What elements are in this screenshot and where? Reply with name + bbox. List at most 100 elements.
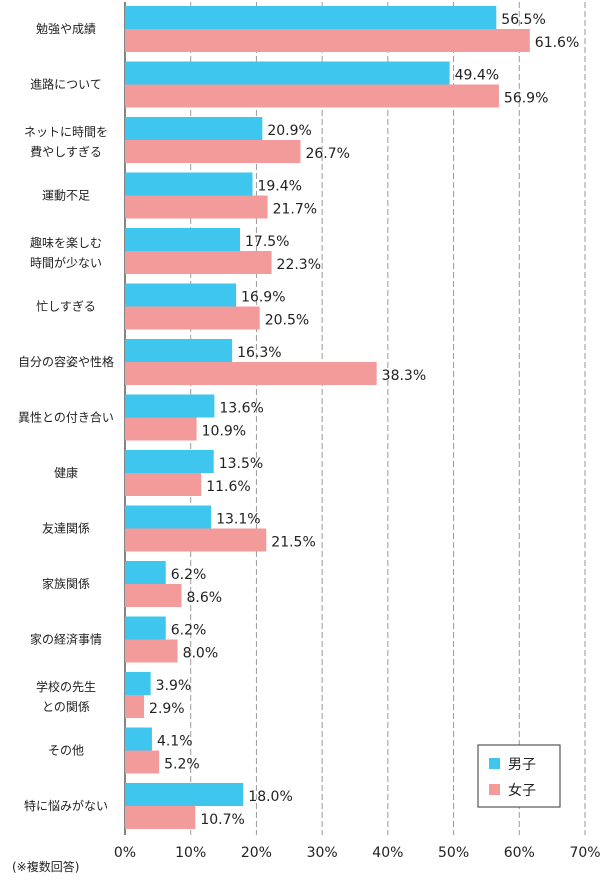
value-label-female: 38.3% — [382, 368, 426, 384]
category-label: 家の経済事情 — [30, 632, 102, 647]
value-label-male: 6.2% — [171, 567, 207, 583]
bar-female — [125, 29, 530, 52]
bar-male — [125, 783, 244, 806]
x-tick-label: 70% — [569, 845, 600, 861]
bar-female — [125, 417, 197, 441]
value-label-male: 13.5% — [219, 456, 263, 472]
category-label: その他 — [48, 744, 84, 758]
bar-female — [125, 639, 178, 663]
bar-female — [125, 251, 272, 274]
value-label-female: 61.6% — [535, 35, 579, 51]
value-labels: 56.5% 61.6% 49.4% 56.9% 20.9% 26.7% 19.4% 21.7%… — [149, 12, 579, 828]
bar-male — [125, 228, 240, 251]
x-tick-label: 50% — [438, 845, 469, 861]
value-label-female: 21.7% — [273, 202, 317, 218]
bar-female — [125, 750, 160, 774]
value-label-female: 2.9% — [149, 701, 185, 717]
bars — [125, 6, 530, 829]
value-label-female: 26.7% — [305, 146, 349, 162]
bar-female — [125, 195, 268, 219]
x-axis-ticks: 0% 10% 20% 30% 40% 50% 60% 70% — [114, 845, 601, 861]
category-label: 特に悩みがない — [24, 798, 108, 813]
bar-female — [125, 528, 267, 552]
bar-male — [125, 616, 166, 640]
x-tick-label: 20% — [241, 845, 272, 861]
bar-male — [125, 283, 237, 307]
legend-swatch-female — [489, 784, 500, 795]
value-label-male: 19.4% — [257, 179, 301, 195]
bar-male — [125, 505, 212, 529]
category-label: 運動不足 — [42, 189, 90, 203]
bar-female — [125, 362, 377, 385]
value-label-female: 22.3% — [277, 257, 321, 273]
bar-female — [125, 473, 202, 496]
category-label: 学校の先生との関係 — [36, 679, 96, 714]
category-label: 進路について — [30, 77, 102, 92]
category-label: 家族関係 — [42, 576, 90, 591]
category-labels: 勉強や成績進路についてネットに時間を費やしすぎる運動不足趣味を楽しむ時間が少ない… — [18, 22, 114, 813]
legend-label-female: 女子 — [508, 782, 536, 799]
category-label-line: 学校の先生 — [36, 679, 96, 694]
value-label-male: 13.1% — [216, 512, 260, 528]
category-label: 趣味を楽しむ時間が少ない — [30, 235, 102, 270]
x-tick-label: 0% — [114, 845, 136, 861]
x-tick-label: 60% — [504, 845, 535, 861]
value-label-male: 16.9% — [241, 290, 285, 306]
bar-male — [125, 172, 253, 196]
legend-swatch-male — [489, 758, 500, 769]
bar-female — [125, 306, 260, 330]
value-label-female: 8.0% — [183, 646, 219, 662]
bar-male — [125, 61, 450, 85]
category-label: 友達関係 — [42, 522, 90, 536]
bar-female — [125, 84, 499, 108]
value-label-male: 6.2% — [171, 623, 207, 639]
category-label: 忙しすぎる — [36, 300, 96, 314]
value-label-female: 5.2% — [164, 757, 200, 773]
bar-male — [125, 117, 263, 140]
value-label-male: 56.5% — [501, 12, 545, 28]
value-label-female: 20.5% — [265, 313, 309, 329]
bar-male — [125, 339, 233, 362]
legend: 男子 女子 — [477, 744, 561, 808]
category-label-line: 時間が少ない — [30, 255, 102, 270]
category-label: ネットに時間を費やしすぎる — [24, 125, 108, 159]
bar-male — [125, 561, 166, 584]
legend-box — [477, 744, 561, 808]
category-label-line: 趣味を楽しむ — [30, 235, 102, 250]
value-label-male: 16.3% — [237, 345, 281, 361]
category-label-line: 費やしすぎる — [30, 144, 102, 159]
bar-male — [125, 394, 215, 418]
bar-female — [125, 695, 145, 718]
category-label: 勉強や成績 — [36, 22, 96, 36]
bar-female — [125, 806, 196, 829]
value-label-female: 21.5% — [271, 535, 315, 551]
bar-male — [125, 727, 152, 751]
x-tick-label: 30% — [307, 845, 338, 861]
x-tick-label: 40% — [372, 845, 403, 861]
category-label: 異性との付き合い — [18, 410, 114, 425]
bar-male — [125, 672, 151, 695]
value-label-female: 56.9% — [504, 91, 548, 107]
value-label-male: 4.1% — [157, 734, 193, 750]
value-label-male: 17.5% — [245, 234, 289, 250]
value-label-female: 10.9% — [202, 424, 246, 440]
x-tick-label: 10% — [175, 845, 206, 861]
value-label-male: 3.9% — [156, 678, 192, 694]
category-label-line: ネットに時間を — [24, 125, 108, 139]
value-label-male: 13.6% — [219, 401, 263, 417]
category-label-line: との関係 — [42, 700, 90, 714]
bar-male — [125, 6, 497, 29]
bar-female — [125, 140, 301, 163]
category-label: 自分の容姿や性格 — [18, 354, 114, 369]
value-label-male: 18.0% — [248, 789, 292, 805]
value-label-male: 20.9% — [267, 123, 311, 139]
value-label-female: 8.6% — [187, 590, 223, 606]
value-label-male: 49.4% — [455, 68, 499, 84]
value-label-female: 11.6% — [206, 479, 250, 495]
bar-female — [125, 584, 182, 607]
legend-label-male: 男子 — [508, 757, 536, 773]
category-label: 健康 — [54, 465, 78, 480]
value-label-female: 10.7% — [200, 812, 244, 828]
